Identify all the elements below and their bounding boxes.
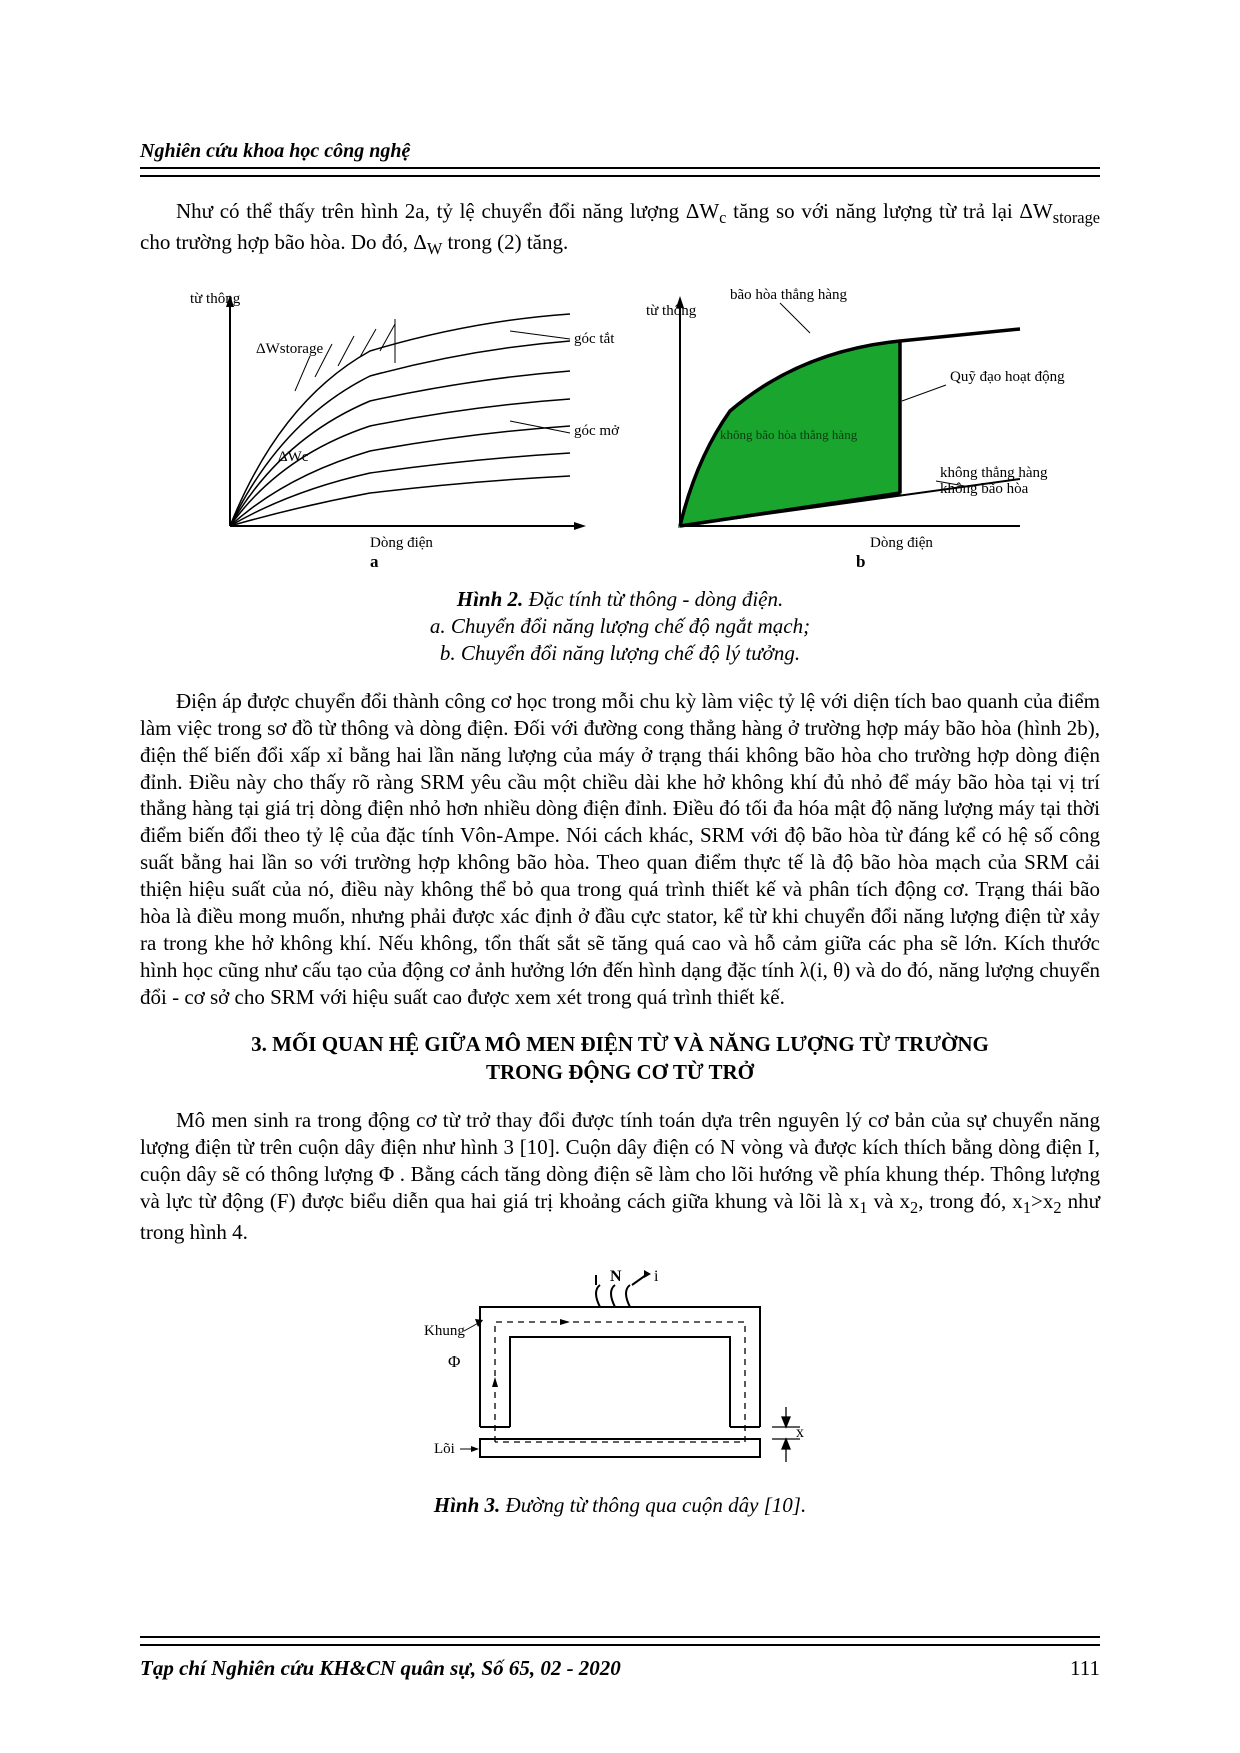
fig2a-ann-top: góc tắt [574, 331, 615, 347]
page-number: 111 [1070, 1656, 1100, 1681]
figure-3-caption: Hình 3. Đường từ thông qua cuộn dây [10]… [140, 1492, 1100, 1519]
p3-s2: 2 [910, 1198, 918, 1217]
fig3-label-x: x [796, 1424, 804, 1441]
fig2b-ylabel: từ thông [646, 303, 697, 319]
figure-2-caption: Hình 2. Đặc tính từ thông - dòng điện. a… [140, 586, 1100, 667]
section-3-line2: TRONG ĐỘNG CƠ TỪ TRỞ [486, 1060, 754, 1084]
fig2-main-caption: Đặc tính từ thông - dòng điện. [523, 587, 783, 611]
fig2b-ann-top: bão hòa thẳng hàng [730, 287, 848, 303]
fig3-title: Hình 3. [434, 1493, 501, 1517]
p1-sub3: W [427, 239, 442, 258]
paragraph-1: Như có thể thấy trên hình 2a, tỷ lệ chuy… [140, 198, 1100, 260]
fig2b-group: từ thông Dòng điện b bão hòa thẳng hàng … [646, 287, 1065, 571]
fig2b-ann-traj-1: Quỹ đạo hoạt động [950, 369, 1065, 385]
running-head: Nghiên cứu khoa học công nghệ [140, 140, 1100, 163]
fig3-label-loi: Lõi [434, 1441, 455, 1457]
p3-s3: 1 [1023, 1198, 1031, 1217]
fig2-caption-b: b. Chuyển đổi năng lượng chế độ lý tưởng… [440, 641, 800, 665]
p3-mid3: >x [1031, 1189, 1053, 1213]
figure-3: N i Khung Φ Lõi [140, 1267, 1100, 1482]
p3-s1: 1 [859, 1198, 867, 1217]
fig2a-axes [226, 295, 586, 530]
fig2b-ann-low1: không thẳng hàng [940, 465, 1048, 481]
fig2b-xlabel: Dòng điện [870, 535, 933, 551]
p3-mid2: , trong đó, x [918, 1189, 1023, 1213]
fig2b-ann-low2: không bão hòa [940, 481, 1029, 497]
fig2-caption-a: a. Chuyển đổi năng lượng chế độ ngắt mạc… [430, 614, 810, 638]
figure-3-svg: N i Khung Φ Lõi [410, 1267, 830, 1477]
paragraph-2: Điện áp được chuyển đổi thành công cơ họ… [140, 688, 1100, 1011]
fig2a-dwc: ΔWc [278, 449, 309, 465]
fig2a-ylabel: từ thông [190, 291, 241, 307]
fig2a-ann-bot: góc mở [574, 423, 620, 439]
fig3-label-N: N [610, 1268, 622, 1285]
figure-2: từ thông Dòng điện a ΔW [140, 281, 1100, 576]
paragraph-3: Mô men sinh ra trong động cơ từ trở thay… [140, 1107, 1100, 1246]
fig2a-xlabel: Dòng điện [370, 535, 433, 551]
fig2b-corner: b [856, 552, 865, 571]
fig2a-dwstorage: ΔWstorage [256, 341, 323, 357]
fig3-frame [480, 1307, 760, 1427]
fig3-main-caption: Đường từ thông qua cuộn dây [10]. [500, 1493, 806, 1517]
fig2b-ann-inner: không bão hòa thẳng hàng [720, 427, 858, 442]
fig2-title: Hình 2. [457, 587, 524, 611]
p1-lead: Như có thể thấy trên hình 2a, tỷ lệ chuy… [176, 199, 719, 223]
header-rule [140, 167, 1100, 177]
section-3-heading: 3. MỐI QUAN HỆ GIỮA MÔ MEN ĐIỆN TỪ VÀ NĂ… [140, 1031, 1100, 1086]
fig3-label-i: i [654, 1268, 659, 1285]
fig2a-corner: a [370, 552, 379, 571]
footer-rule [140, 1636, 1100, 1646]
p3-s4: 2 [1053, 1198, 1061, 1217]
figure-2-svg: từ thông Dòng điện a ΔW [170, 281, 1070, 571]
fig3-label-phi: Φ [448, 1352, 460, 1371]
footer-journal: Tạp chí Nghiên cứu KH&CN quân sự, Số 65,… [140, 1656, 621, 1681]
page: Nghiên cứu khoa học công nghệ Như có thể… [0, 0, 1240, 1753]
p3-mid1: và x [868, 1189, 911, 1213]
page-footer: Tạp chí Nghiên cứu KH&CN quân sự, Số 65,… [140, 1636, 1100, 1681]
p1-sub2: storage [1053, 208, 1100, 227]
p1-tail: trong (2) tăng. [442, 230, 568, 254]
p1-mid1: tăng so với năng lượng từ trả lại ΔW [726, 199, 1052, 223]
fig3-flux [495, 1322, 745, 1442]
p1-mid2: cho trường hợp bão hòa. Do đó, Δ [140, 230, 427, 254]
fig3-label-khung: Khung [424, 1323, 465, 1339]
section-3-line1: 3. MỐI QUAN HỆ GIỮA MÔ MEN ĐIỆN TỪ VÀ NĂ… [251, 1032, 989, 1056]
